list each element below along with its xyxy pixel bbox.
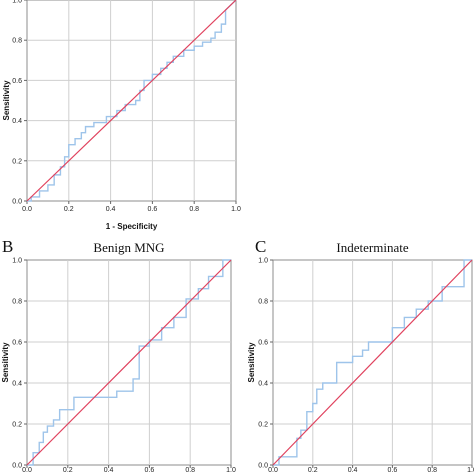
x-tick-label: 0.0 xyxy=(268,467,278,474)
x-tick-label: 0.2 xyxy=(308,467,318,474)
y-tick-label: 0.0 xyxy=(12,199,22,206)
roc-curve xyxy=(27,259,231,466)
x-tick-label: 0.2 xyxy=(64,206,74,213)
panel-label: C xyxy=(255,237,266,256)
panel-title: Indeterminate xyxy=(336,240,408,255)
y-tick-label: 0.6 xyxy=(12,340,22,347)
y-tick-label: 0.2 xyxy=(12,422,22,429)
y-axis-label: Sensitivity xyxy=(2,80,11,121)
y-axis-label: Sensitivity xyxy=(247,342,256,383)
y-tick-label: 0.4 xyxy=(258,381,268,388)
y-tick-label: 0.8 xyxy=(258,299,268,306)
x-tick-label: 0.4 xyxy=(348,467,358,474)
y-tick-label: 0.2 xyxy=(12,158,22,165)
x-tick-label: 0.4 xyxy=(104,467,114,474)
y-axis-label: Sensitivity xyxy=(1,342,10,383)
x-tick-label: 0.0 xyxy=(22,467,32,474)
x-tick-label: 0.0 xyxy=(22,206,32,213)
y-tick-label: 0.4 xyxy=(12,381,22,388)
x-tick-label: 1.0 xyxy=(226,467,236,474)
panel-label: B xyxy=(2,237,13,256)
reference-line xyxy=(26,0,237,202)
y-tick-label: 1.0 xyxy=(12,258,22,265)
y-tick-label: 0.0 xyxy=(12,463,22,470)
roc-curve xyxy=(27,0,237,202)
x-tick-label: 0.6 xyxy=(145,467,155,474)
x-tick-label: 0.8 xyxy=(185,467,195,474)
y-tick-label: 1.0 xyxy=(12,0,22,5)
y-tick-label: 0.0 xyxy=(258,463,268,470)
roc-panel-1: 0.0 0.2 0.4 0.6 0.8 1.0 0.0 0.2 0.4 0.6 0.8 1.0 Sens… xyxy=(2,0,241,231)
roc-panel-2: 0.0 0.2 0.4 0.6 0.8 1.0 0.0 0.2 0.4 0.6 0.8 1.0 Sens… xyxy=(1,237,236,474)
y-tick-label: 0.8 xyxy=(12,299,22,306)
y-tick-label: 0.2 xyxy=(258,422,268,429)
y-tick-label: 1.0 xyxy=(258,258,268,265)
y-tick-label: 0.4 xyxy=(12,118,22,125)
panel-title: Benign MNG xyxy=(93,240,164,255)
reference-line xyxy=(26,259,232,466)
y-tick-label: 0.8 xyxy=(12,38,22,45)
x-tick-label: 0.6 xyxy=(388,467,398,474)
x-tick-label: 1.0 xyxy=(467,467,474,474)
reference-line xyxy=(272,259,473,466)
x-tick-label: 0.8 xyxy=(427,467,437,474)
x-tick-label: 0.4 xyxy=(106,206,116,213)
x-tick-label: 0.2 xyxy=(63,467,73,474)
x-tick-label: 1.0 xyxy=(231,206,241,213)
x-tick-label: 0.6 xyxy=(148,206,158,213)
y-tick-label: 0.6 xyxy=(258,340,268,347)
roc-curve xyxy=(273,259,472,466)
x-axis-label: 1 - Specificity xyxy=(106,222,158,231)
roc-panel-3: 0.0 0.2 0.4 0.6 0.8 1.0 0.0 0.2 0.4 0.6 0.8 1.0 Sens… xyxy=(247,237,474,474)
x-tick-label: 0.8 xyxy=(189,206,199,213)
y-tick-label: 0.6 xyxy=(12,78,22,85)
